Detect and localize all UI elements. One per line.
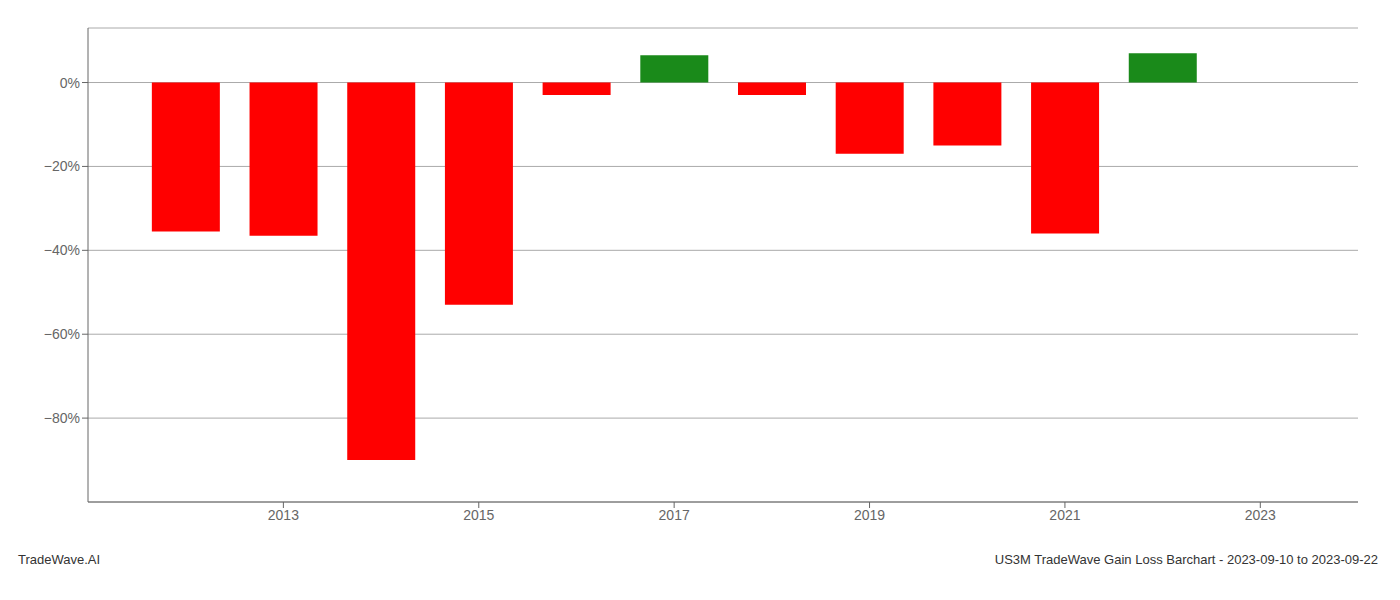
svg-text:2019: 2019 xyxy=(854,507,885,523)
svg-text:2017: 2017 xyxy=(659,507,690,523)
svg-text:−80%: −80% xyxy=(44,410,80,426)
html-text:TradeWave.AI: TradeWave.AI xyxy=(18,552,101,567)
html-text:US3M TradeWave Gain Loss Barch: US3M TradeWave Gain Loss Barchart - 2023… xyxy=(994,552,1378,567)
svg-text:−40%: −40% xyxy=(44,242,80,258)
svg-text:2015: 2015 xyxy=(463,507,494,523)
svg-text:0%: 0% xyxy=(60,75,80,91)
svg-text:−60%: −60% xyxy=(44,326,80,342)
svg-text:2023: 2023 xyxy=(1245,507,1276,523)
svg-text:2021: 2021 xyxy=(1049,507,1080,523)
svg-text:2013: 2013 xyxy=(268,507,299,523)
svg-text:−20%: −20% xyxy=(44,158,80,174)
